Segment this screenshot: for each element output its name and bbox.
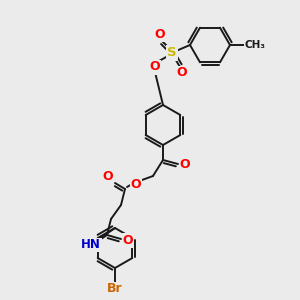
Text: CH₃: CH₃	[244, 40, 266, 50]
Text: O: O	[103, 170, 113, 184]
Text: O: O	[155, 28, 165, 40]
Text: HN: HN	[81, 238, 101, 251]
Text: Br: Br	[107, 283, 123, 296]
Text: O: O	[150, 61, 160, 74]
Text: O: O	[177, 67, 187, 80]
Text: O: O	[131, 178, 141, 190]
Text: S: S	[167, 46, 177, 59]
Text: O: O	[123, 233, 133, 247]
Text: O: O	[180, 158, 190, 172]
